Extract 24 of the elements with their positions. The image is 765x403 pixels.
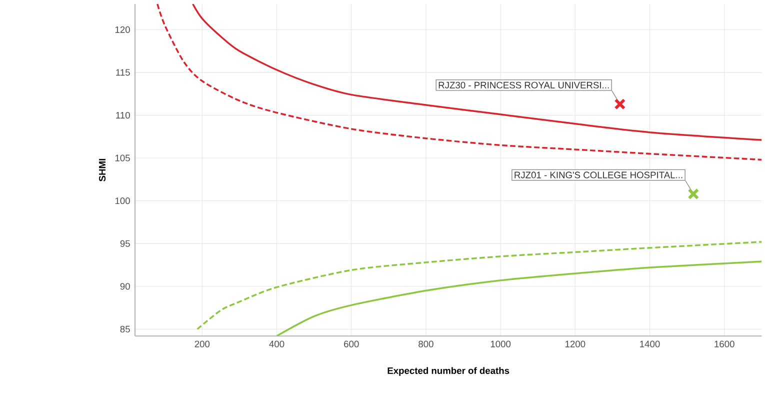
annotation: RJZ30 - PRINCESS ROYAL UNIVERSI... [438,82,609,88]
x-tick-label: 200 [194,340,210,348]
x-tick-label: 800 [418,340,434,348]
x-tick-label: 1200 [565,340,586,348]
annotation: RJZ01 - KING'S COLLEGE HOSPITAL... [514,172,682,178]
y-tick-label: 95 [120,240,130,247]
x-tick-label: 400 [269,340,284,348]
line-series [276,260,762,336]
x-tick-label: 600 [344,340,359,348]
y-tick-label: 100 [115,198,130,204]
y-tick-label: 110 [116,112,130,119]
y-tick-label: 90 [120,283,130,290]
x-tick-label: 1400 [640,340,660,348]
y-tick-label: 115 [116,69,130,76]
line-series [192,4,762,141]
y-tick-label: 85 [120,326,130,332]
y-tick-label: 105 [115,154,130,162]
x-tick-label: 1000 [490,340,511,348]
line-series [156,4,762,161]
x-axis-title: Expected number of deaths [388,367,510,376]
line-series [196,240,762,330]
y-tick-label: 120 [115,26,130,33]
y-axis-title: SHMI [98,158,106,182]
x-tick-label: 1600 [714,340,734,348]
